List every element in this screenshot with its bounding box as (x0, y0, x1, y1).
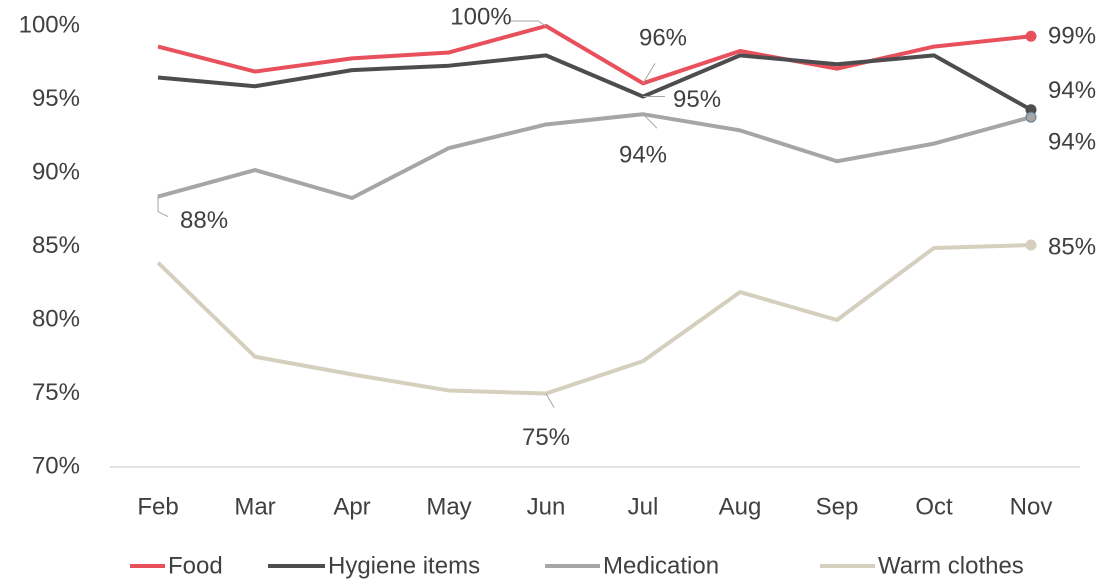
x-tick-label: Sep (816, 493, 859, 520)
y-tick-label: 90% (32, 158, 80, 185)
end-marker (1025, 111, 1037, 123)
data-label: 99% (1048, 23, 1096, 50)
x-tick-label: Oct (915, 493, 953, 520)
data-label: 94% (619, 142, 667, 169)
leader-line (642, 113, 658, 129)
y-tick-label: 95% (32, 85, 80, 112)
y-tick-label: 80% (32, 305, 80, 332)
x-tick-label: Jul (628, 493, 659, 520)
leader-line (642, 63, 656, 84)
data-label: 75% (522, 424, 570, 451)
x-tick-label: Aug (719, 493, 762, 520)
series-line (156, 243, 1032, 396)
end-marker (1025, 30, 1037, 42)
data-label: 96% (639, 25, 687, 52)
y-tick-label: 85% (32, 232, 80, 259)
x-tick-label: Jun (527, 493, 566, 520)
series-line (157, 112, 1032, 200)
x-tick-label: Mar (234, 493, 275, 520)
x-tick-label: May (426, 493, 471, 520)
x-tick-label: Nov (1010, 493, 1053, 520)
x-tick-label: Apr (333, 493, 370, 520)
data-label: 94% (1048, 128, 1096, 155)
data-label: 94% (1048, 77, 1096, 104)
leader-line (157, 196, 169, 217)
y-tick-label: 70% (32, 452, 80, 479)
y-tick-label: 100% (19, 11, 80, 38)
x-tick-label: Feb (137, 493, 178, 520)
y-tick-label: 75% (32, 379, 80, 406)
data-label: 100% (450, 3, 511, 30)
legend-label: Hygiene items (328, 552, 480, 579)
legend-label: Food (168, 552, 223, 579)
series-line (157, 24, 1032, 86)
leader-line (511, 20, 547, 27)
data-label: 95% (673, 86, 721, 113)
leader-line (545, 393, 555, 408)
legend-label: Warm clothes (878, 552, 1024, 579)
data-label: 85% (1048, 233, 1096, 260)
series-line (157, 53, 1032, 112)
data-label: 88% (180, 207, 228, 234)
end-marker (1025, 239, 1037, 251)
legend-label: Medication (603, 552, 719, 579)
